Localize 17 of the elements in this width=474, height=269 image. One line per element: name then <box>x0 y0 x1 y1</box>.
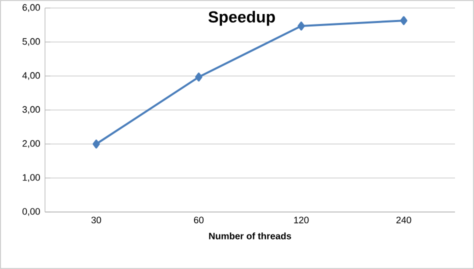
point <box>195 72 202 82</box>
x-tick-label: 240 <box>396 216 412 224</box>
point <box>92 140 100 148</box>
x-tick-label: 30 <box>91 216 102 224</box>
y-tick-label: 0,00 <box>22 208 40 216</box>
y-tick-label: 6,00 <box>22 4 40 12</box>
y-tick-label: 3,00 <box>22 106 40 114</box>
y-tick-label: 4,00 <box>22 72 40 80</box>
y-tick-label: 5,00 <box>22 38 40 46</box>
x-tick-label: 60 <box>194 216 204 224</box>
y-tick-label: 2,00 <box>22 140 40 148</box>
x-axis-title: Number of threads <box>209 232 292 240</box>
x-tick-label: 120 <box>294 216 309 224</box>
chart-title: Speedup <box>208 10 275 26</box>
point <box>298 22 305 30</box>
point <box>400 16 408 26</box>
y-tick-label: 1,00 <box>22 174 40 182</box>
